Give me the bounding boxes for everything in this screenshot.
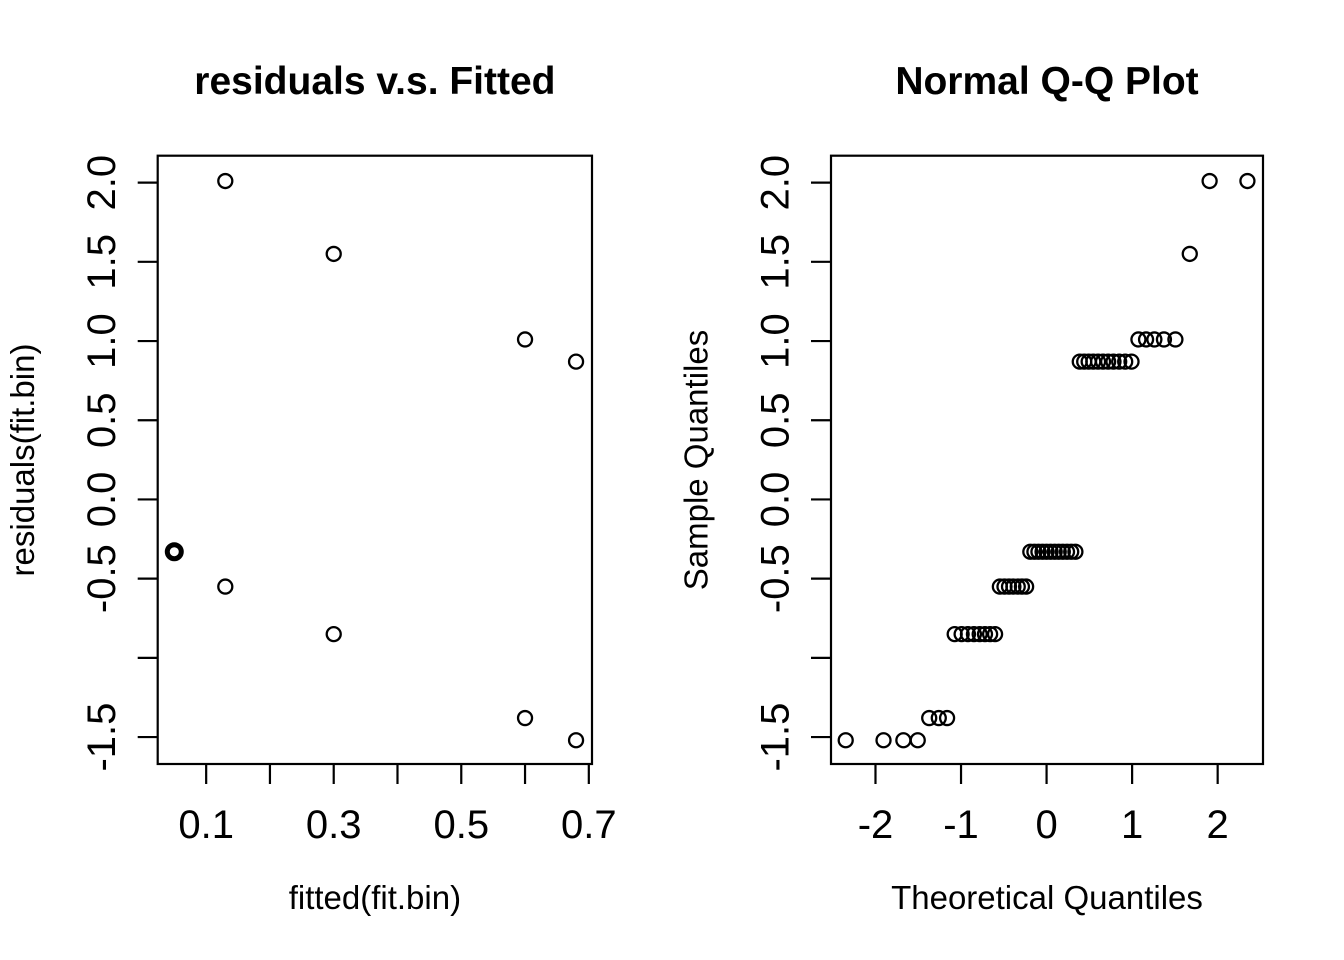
y-tick-label: -1.5 <box>753 703 797 772</box>
data-point <box>1239 172 1256 190</box>
data-point <box>976 625 994 643</box>
data-point <box>938 709 956 727</box>
data-point <box>1181 245 1198 263</box>
axes-layer: 0.1 0.3 0.5 0.7 -1.5 -0.5 0.0 0.5 1.0 1.5 2.0 <box>80 154 617 847</box>
y-tick-label: 2.0 <box>80 155 124 211</box>
data-point <box>1009 578 1026 595</box>
x-axis-label: Theoretical Quantiles <box>891 879 1203 916</box>
data-point <box>1111 353 1128 370</box>
data-point <box>1100 353 1117 370</box>
data-point <box>909 732 926 749</box>
normal-qq-panel: -2 -1 0 1 2 -1.5 -0.5 0.0 0.5 1.0 1.5 2.0 Normal Q-… <box>677 60 1265 916</box>
data-point <box>1123 353 1140 370</box>
data-point <box>1201 172 1218 190</box>
data-point <box>1017 578 1035 595</box>
data-point <box>1167 331 1184 348</box>
y-tick-label: 1.0 <box>753 313 797 369</box>
x-tick-label: 0 <box>1035 803 1057 847</box>
y-tick-label: 1.0 <box>80 313 124 369</box>
data-point <box>1117 353 1134 370</box>
x-tick-label: -2 <box>858 803 894 847</box>
data-point <box>567 353 585 370</box>
x-tick-label: 0.1 <box>178 803 234 847</box>
y-tick-label: 0.5 <box>80 392 124 448</box>
data-point <box>1013 578 1031 595</box>
plot-box <box>156 154 594 766</box>
data-point <box>325 245 342 263</box>
x-tick-label: 0.7 <box>561 803 617 847</box>
data-point <box>217 172 234 190</box>
data-point <box>1063 543 1080 560</box>
y-axis-label: residuals(fit.bin) <box>4 344 41 577</box>
y-tick-label: 0.0 <box>80 472 124 528</box>
data-point <box>1005 578 1022 595</box>
x-tick-label: 1 <box>1121 803 1143 847</box>
data-point <box>1137 331 1155 348</box>
data-point <box>986 625 1004 643</box>
x-tick-label: 0.3 <box>306 803 362 847</box>
x-axis-label: fitted(fit.bin) <box>289 879 461 916</box>
plot-title: residuals v.s. Fitted <box>194 60 555 103</box>
data-point <box>875 732 892 749</box>
data-point <box>1054 543 1071 560</box>
plot-box <box>829 154 1265 766</box>
data-point <box>516 331 534 348</box>
data-point <box>1089 353 1107 370</box>
data-point <box>959 625 977 643</box>
x-tick-label: -1 <box>943 803 979 847</box>
data-point <box>837 732 854 749</box>
data-point <box>971 625 988 643</box>
data-point <box>567 732 585 749</box>
data-point <box>217 578 234 595</box>
data-point <box>1146 331 1163 348</box>
data-point <box>1105 353 1122 370</box>
y-tick-label: 2.0 <box>753 155 797 211</box>
data-point <box>516 709 534 727</box>
data-point <box>164 542 184 562</box>
data-point <box>325 625 342 643</box>
data-point <box>965 625 983 643</box>
x-tick-label: 0.5 <box>433 803 489 847</box>
data-point <box>930 709 947 727</box>
data-point <box>1130 331 1147 348</box>
plot-title: Normal Q-Q Plot <box>895 60 1198 103</box>
y-tick-label: 0.5 <box>753 392 797 448</box>
residuals-vs-fitted-panel: 0.1 0.3 0.5 0.7 -1.5 -0.5 0.0 0.5 1.0 1.5 2.0 resi… <box>4 60 617 916</box>
data-point <box>981 625 999 643</box>
y-tick-label: -0.5 <box>80 544 124 613</box>
data-point <box>895 732 912 749</box>
data-point <box>1155 331 1173 348</box>
points-layer <box>164 172 585 749</box>
data-point <box>921 709 938 727</box>
y-tick-label: -1.5 <box>80 703 124 772</box>
x-tick-label: 2 <box>1207 803 1229 847</box>
y-tick-label: 1.5 <box>753 234 797 290</box>
data-point <box>953 625 970 643</box>
data-point <box>1058 543 1076 560</box>
y-tick-label: -0.5 <box>753 544 797 613</box>
axes-layer: -2 -1 0 1 2 -1.5 -0.5 0.0 0.5 1.0 1.5 2.0 <box>753 154 1265 847</box>
points-layer <box>837 172 1256 749</box>
y-tick-label: 1.5 <box>80 234 124 290</box>
data-point <box>1094 353 1112 370</box>
y-axis-label: Sample Quantiles <box>677 330 714 590</box>
y-tick-label: 0.0 <box>753 472 797 528</box>
data-point <box>1067 543 1084 560</box>
